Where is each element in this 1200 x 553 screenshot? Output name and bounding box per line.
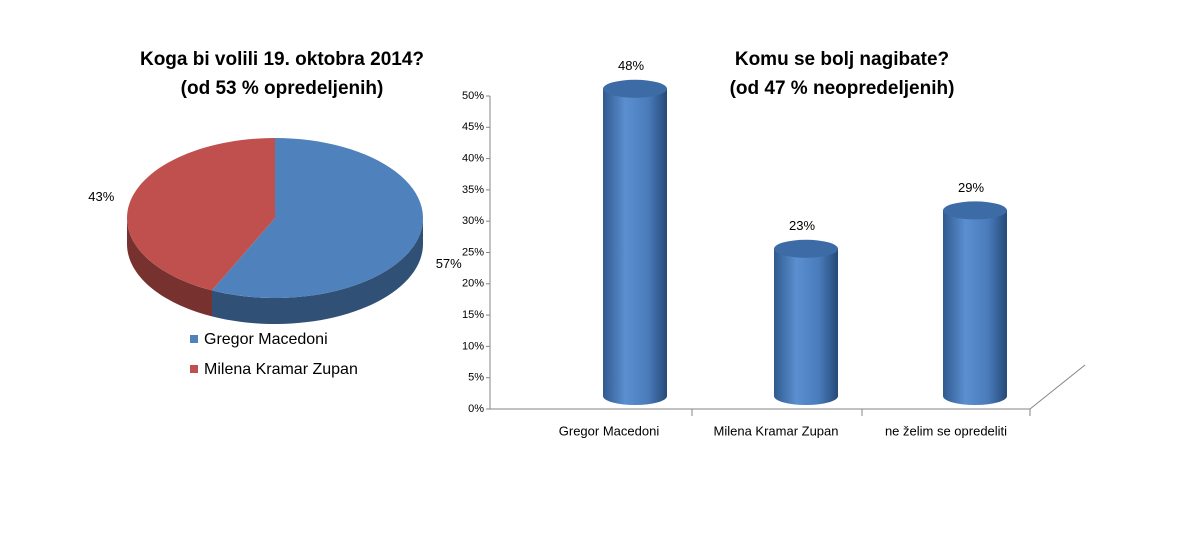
y-tick-label: 15%	[462, 309, 484, 321]
pie-slice	[127, 138, 275, 291]
y-tick-label: 30%	[462, 215, 484, 227]
bar	[603, 88, 667, 406]
chart-title: Koga bi volili 19. oktobra 2014?	[140, 49, 424, 70]
x-tick-label: ne želim se opredeliti	[885, 423, 1007, 438]
legend-label: Gregor Macedoni	[204, 331, 328, 348]
chart-subtitle: (od 53 % opredeljenih)	[181, 78, 384, 99]
y-tick-label: 40%	[462, 153, 484, 165]
data-label: 48%	[618, 58, 644, 73]
y-tick-label: 20%	[462, 278, 484, 290]
bar	[943, 210, 1007, 405]
y-tick-label: 45%	[462, 121, 484, 133]
x-tick-label: Milena Kramar Zupan	[714, 423, 839, 438]
y-tick-label: 35%	[462, 184, 484, 196]
chart-subtitle: (od 47 % neopredeljenih)	[730, 78, 955, 99]
pie-side	[127, 218, 212, 317]
y-tick-label: 25%	[462, 246, 484, 258]
y-tick-label: 10%	[462, 340, 484, 352]
bar	[774, 248, 838, 405]
pie-slice	[211, 138, 423, 298]
bar-top	[774, 239, 838, 258]
x-tick-label: Gregor Macedoni	[559, 423, 660, 438]
bar-top	[603, 79, 667, 98]
y-tick-label: 0%	[468, 403, 484, 415]
bar-top	[943, 201, 1007, 220]
legend-label: Milena Kramar Zupan	[204, 361, 358, 378]
legend-swatch	[190, 365, 198, 373]
data-label: 29%	[958, 180, 984, 195]
y-tick-label: 5%	[468, 372, 484, 384]
legend-swatch	[190, 335, 198, 343]
data-label: 57%	[436, 256, 462, 271]
y-tick-label: 50%	[462, 90, 484, 102]
data-label: 43%	[88, 189, 114, 204]
data-label: 23%	[789, 218, 815, 233]
chart-title: Komu se bolj nagibate?	[735, 49, 949, 70]
pie-side	[211, 218, 423, 324]
